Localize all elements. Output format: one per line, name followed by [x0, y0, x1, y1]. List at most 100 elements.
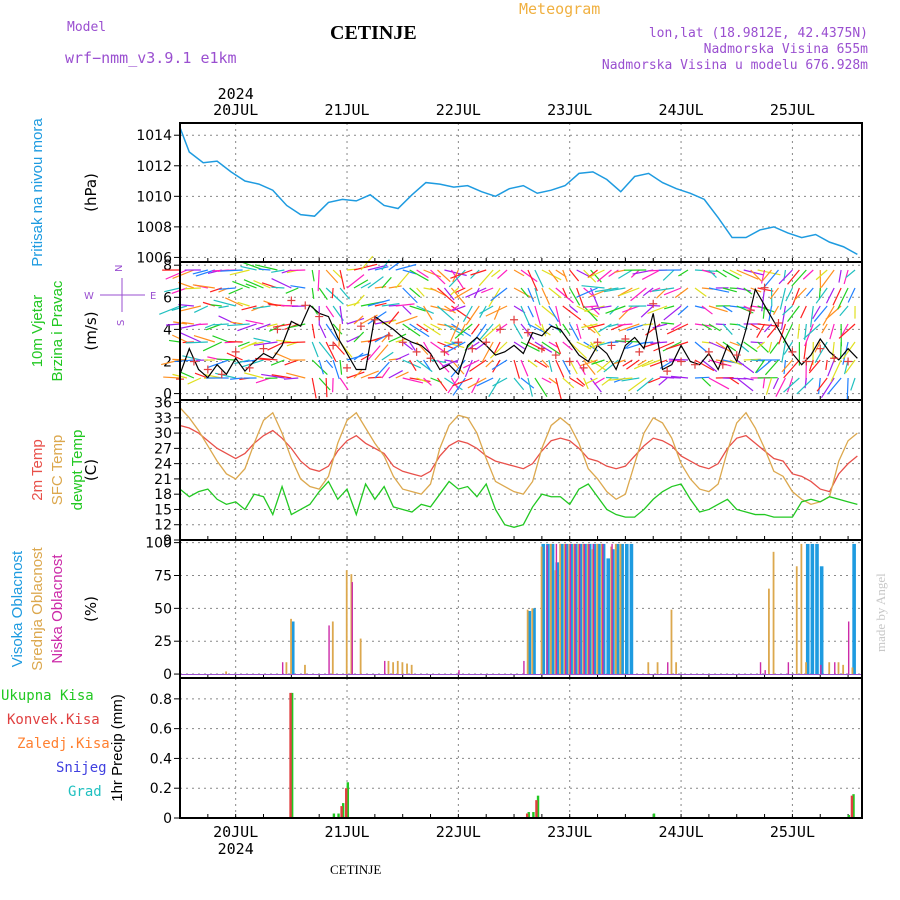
wind-arrow — [416, 305, 434, 315]
cloud-high-bar — [615, 543, 620, 675]
wind-arrow — [527, 269, 538, 292]
wind-arrow — [402, 323, 421, 337]
cloud-high-bar — [624, 543, 629, 675]
y-tick-label: 21 — [154, 472, 172, 488]
wind-arrow — [353, 331, 365, 343]
wind-arrow — [230, 377, 243, 380]
wind-arrow — [159, 305, 181, 315]
cloud-mid-bar — [563, 543, 566, 675]
wind-arrow — [444, 377, 463, 391]
wind-arrow — [448, 269, 466, 288]
wind-arrow — [454, 287, 473, 299]
wind-arrow — [210, 304, 222, 307]
cloud-low-bar — [592, 543, 595, 675]
wind-arrow — [779, 287, 787, 310]
wind-arrow — [736, 377, 754, 392]
y-tick-label: 36 — [154, 396, 172, 412]
model-elevation-text: Nadmorska Visina u modelu 676.928m — [601, 58, 868, 73]
wind-arrow — [232, 280, 250, 289]
wind-arrow — [555, 287, 574, 304]
wind-arrow — [271, 286, 285, 289]
wind-arrow — [395, 303, 415, 307]
cloud-mid-bar — [573, 543, 575, 675]
wind-arrow — [325, 269, 339, 284]
wind-arrow — [164, 287, 181, 293]
wind-arrow — [409, 305, 426, 312]
y-axis-unit: (m/s) — [82, 311, 100, 350]
wind-arrow — [527, 377, 533, 397]
credit-watermark: made by Angel — [873, 573, 888, 652]
wind-arrow — [237, 323, 257, 332]
wind-arrow — [694, 287, 707, 297]
wind-gust-marker — [315, 312, 324, 321]
wind-arrow — [659, 376, 682, 379]
wind-arrow — [346, 371, 365, 379]
day-label-bottom: 22JUL — [436, 823, 481, 841]
model-name: wrf−nmm_v3.9.1 e1km — [65, 49, 237, 67]
cloud-low-bar — [667, 662, 669, 675]
wind-arrow — [226, 352, 243, 361]
wind-arrow — [452, 377, 466, 396]
wind-arrow — [658, 377, 668, 386]
wind-arrow — [423, 269, 442, 278]
wind-arrow — [576, 287, 585, 309]
wind-arrow — [603, 287, 626, 293]
wind-arrow — [757, 323, 778, 327]
wind-arrow — [449, 305, 459, 313]
cloud-low-bar — [764, 670, 766, 675]
wind-arrow — [339, 359, 343, 375]
wind-arrow — [615, 340, 640, 343]
wind-arrow — [332, 269, 343, 280]
cloud-mid-bar — [656, 662, 659, 675]
wind-arrow — [224, 297, 243, 307]
cloud-high-bar — [555, 562, 559, 675]
cloud-high-bar — [532, 608, 536, 675]
precip-total-bar — [341, 803, 345, 818]
wind-arrow — [172, 269, 195, 280]
wind-arrow — [240, 341, 257, 350]
wind-arrow — [271, 278, 292, 289]
wind-arrow — [478, 323, 494, 341]
wind-arrow — [765, 377, 773, 395]
y-tick-label: 24 — [154, 457, 172, 473]
wind-arrow — [353, 369, 363, 379]
wind-arrow — [555, 341, 562, 355]
wind-arrow — [513, 341, 525, 350]
wind-arrow — [331, 287, 334, 299]
temperature-2m-line — [179, 424, 858, 493]
wind-arrow — [827, 359, 835, 377]
wind-arrow — [562, 269, 568, 282]
wind-arrow — [527, 359, 538, 368]
wind-arrow — [804, 377, 807, 389]
wind-gust-marker — [231, 347, 240, 356]
wind-arrow — [416, 323, 429, 333]
wind-arrow — [374, 361, 390, 379]
wind-arrow — [455, 287, 466, 293]
wind-arrow — [668, 358, 689, 361]
wind-arrow — [585, 377, 598, 385]
cloud-high-bar — [560, 543, 564, 675]
cloud-mid-bar — [549, 543, 552, 675]
wind-arrow — [476, 377, 494, 387]
wind-arrow — [590, 323, 601, 337]
wind-arrow — [548, 377, 558, 385]
wind-arrow — [708, 305, 728, 313]
y-tick-label: 0.6 — [150, 722, 172, 738]
wind-arrow — [647, 305, 668, 314]
wind-arrow — [617, 323, 633, 326]
wind-gust-marker — [732, 351, 741, 360]
y-tick-label: 9 — [163, 533, 172, 549]
wind-arrow — [450, 359, 466, 378]
wind-arrow — [402, 269, 417, 275]
wind-arrow — [808, 359, 814, 372]
wind-arrow — [590, 287, 601, 311]
wind-speed-line — [179, 287, 858, 379]
cloud-high-bar — [592, 543, 597, 675]
wind-arrow — [665, 341, 689, 350]
cloud-high-bar — [597, 543, 601, 675]
wind-arrow — [174, 359, 194, 363]
cloud-low-bar — [328, 625, 330, 675]
wind-arrow — [253, 279, 271, 289]
wind-arrow — [576, 377, 586, 386]
wind-arrow — [318, 341, 333, 359]
